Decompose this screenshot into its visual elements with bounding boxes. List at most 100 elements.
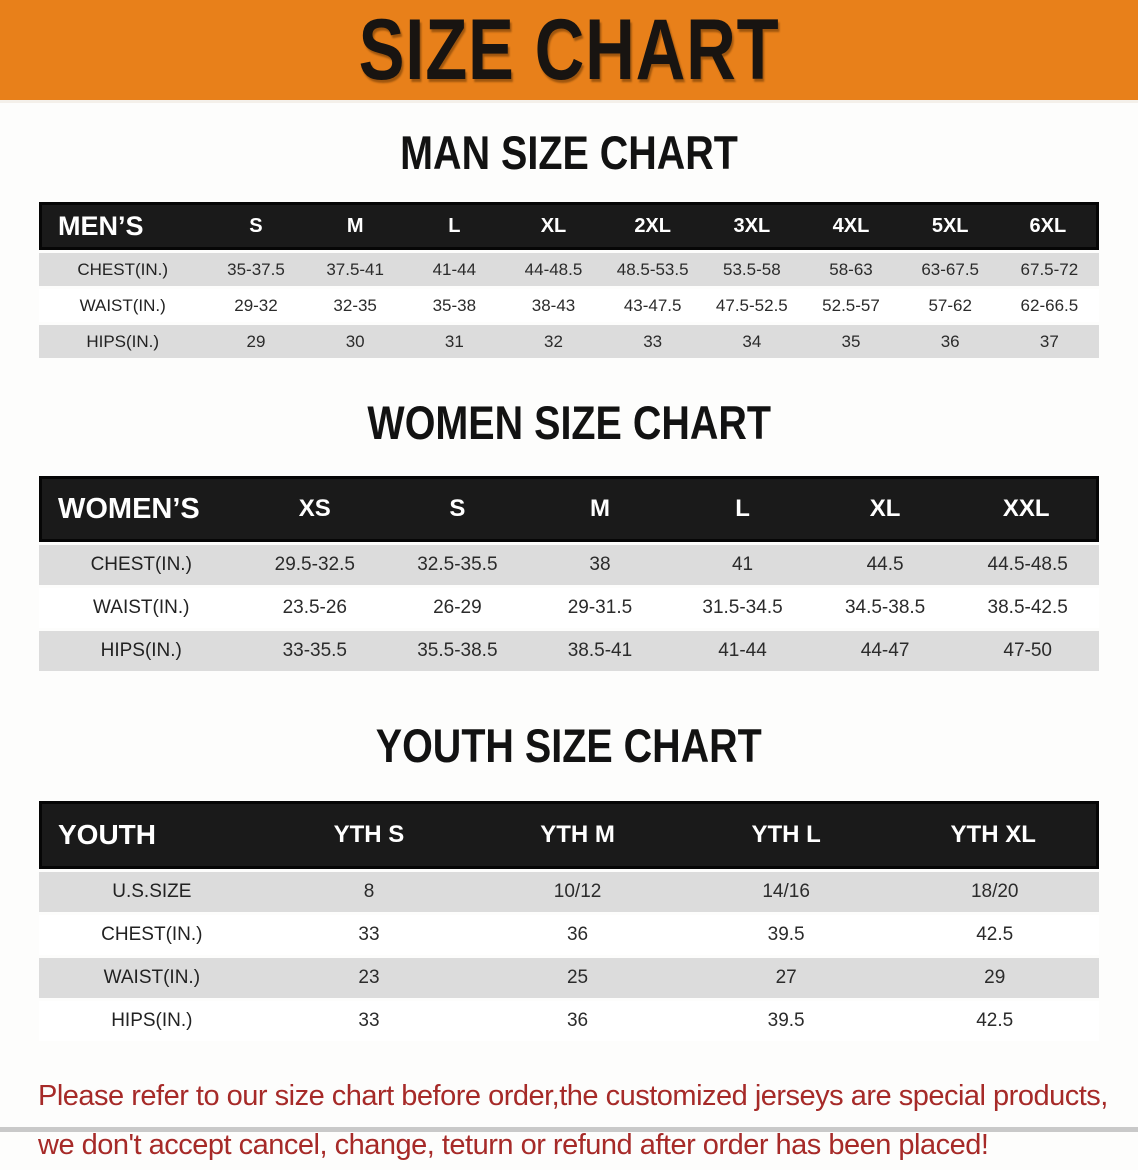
row-label: U.S.SIZE (39, 872, 265, 912)
size-column-header: 3XL (702, 202, 802, 250)
size-cell: 32.5-35.5 (386, 545, 529, 585)
size-cell: 38-43 (503, 289, 604, 322)
size-cell: 52.5-57 (801, 289, 901, 322)
size-cell: 34.5-38.5 (813, 588, 957, 628)
size-table: MEN’S S M L XL 2XL 3XL 4XL 5XL 6XL CHEST(IN.) 35-37… (39, 199, 1099, 361)
size-cell: 36 (473, 915, 682, 955)
size-column-header: M (305, 202, 405, 250)
size-cell: 39.5 (681, 1001, 891, 1041)
size-cell: 35.5-38.5 (386, 631, 529, 671)
size-cell: 48.5-53.5 (603, 253, 703, 286)
row-label: CHEST(IN.) (39, 545, 244, 585)
size-cell: 29-31.5 (528, 588, 672, 628)
size-cell: 35-37.5 (206, 253, 306, 286)
size-table-header-row: YOUTH YTH S YTH M YTH L YTH XL (39, 801, 1099, 869)
size-cell: 38.5-41 (528, 631, 672, 671)
size-table-row: WAIST(IN.) 23.5-26 26-29 29-31.5 31.5-34.5 34… (39, 588, 1099, 628)
row-label: CHEST(IN.) (39, 915, 265, 955)
size-cell: 47.5-52.5 (702, 289, 802, 322)
size-cell: 44-48.5 (503, 253, 604, 286)
size-cell: 32-35 (305, 289, 405, 322)
size-column-header: L (404, 202, 504, 250)
size-cell: 29-32 (206, 289, 306, 322)
table-corner-label: WOMEN’S (39, 476, 244, 542)
table-corner-label: YOUTH (39, 801, 265, 869)
size-cell: 44.5-48.5 (956, 545, 1099, 585)
section-heading-text: YOUTH SIZE CHART (375, 719, 763, 772)
size-cell: 33 (264, 1001, 474, 1041)
size-cell: 23.5-26 (243, 588, 387, 628)
size-cell: 29 (890, 958, 1099, 998)
disclaimer: Please refer to our size chart before or… (38, 1072, 1118, 1170)
size-table-row: U.S.SIZE 8 10/12 14/16 18/20 (39, 872, 1099, 912)
size-cell: 41 (671, 545, 814, 585)
size-column-header: YTH L (681, 801, 891, 869)
size-table-row: CHEST(IN.) 29.5-32.5 32.5-35.5 38 41 44.5 44.5… (39, 545, 1099, 585)
size-table-row: CHEST(IN.) 33 36 39.5 42.5 (39, 915, 1099, 955)
size-cell: 8 (264, 872, 474, 912)
size-table-header-row: MEN’S S M L XL 2XL 3XL 4XL 5XL 6XL (39, 202, 1099, 250)
row-label: HIPS(IN.) (39, 1001, 265, 1041)
table-corner-label: MEN’S (39, 202, 207, 250)
size-cell: 44.5 (813, 545, 957, 585)
size-column-header: YTH S (264, 801, 474, 869)
size-cell: 26-29 (386, 588, 529, 628)
size-column-header: XL (813, 476, 957, 542)
size-column-header: XS (243, 476, 387, 542)
size-section: MAN SIZE CHART MEN’S S M L XL 2XL 3XL 4XL 5XL 6XL C… (0, 127, 1138, 361)
size-cell: 37.5-41 (305, 253, 405, 286)
section-heading-text: WOMEN SIZE CHART (367, 396, 771, 449)
row-label: CHEST(IN.) (39, 253, 207, 286)
size-cell: 47-50 (956, 631, 1099, 671)
row-label: HIPS(IN.) (39, 325, 207, 358)
size-column-header: 6XL (999, 202, 1099, 250)
size-column-header: 5XL (900, 202, 1000, 250)
size-section: WOMEN SIZE CHART WOMEN’S XS S M L XL XXL CHEST(I… (0, 397, 1138, 674)
size-cell: 67.5-72 (999, 253, 1099, 286)
size-cell: 58-63 (801, 253, 901, 286)
size-cell: 31.5-34.5 (671, 588, 814, 628)
size-cell: 30 (305, 325, 405, 358)
section-heading: MAN SIZE CHART (0, 127, 1138, 179)
size-cell: 25 (473, 958, 682, 998)
size-column-header: 2XL (603, 202, 703, 250)
size-cell: 23 (264, 958, 474, 998)
size-table-row: HIPS(IN.) 33-35.5 35.5-38.5 38.5-41 41-44 44-… (39, 631, 1099, 671)
size-cell: 42.5 (890, 915, 1099, 955)
size-cell: 37 (999, 325, 1099, 358)
size-table: YOUTH YTH S YTH M YTH L YTH XL U.S.SIZE 8 10/12… (39, 798, 1099, 1044)
size-column-header: YTH XL (890, 801, 1099, 869)
size-column-header: YTH M (473, 801, 682, 869)
size-column-header: L (671, 476, 814, 542)
size-cell: 41-44 (671, 631, 814, 671)
size-table-row: WAIST(IN.) 23 25 27 29 (39, 958, 1099, 998)
size-cell: 10/12 (473, 872, 682, 912)
size-cell: 38.5-42.5 (956, 588, 1099, 628)
size-cell: 43-47.5 (603, 289, 703, 322)
size-chart-banner: SIZE CHART (0, 0, 1138, 103)
size-cell: 62-66.5 (999, 289, 1099, 322)
size-cell: 29.5-32.5 (243, 545, 387, 585)
size-table-row: HIPS(IN.) 33 36 39.5 42.5 (39, 1001, 1099, 1041)
size-cell: 32 (503, 325, 604, 358)
size-table-row: HIPS(IN.) 29 30 31 32 33 34 35 36 37 (39, 325, 1099, 358)
size-cell: 53.5-58 (702, 253, 802, 286)
row-label: WAIST(IN.) (39, 588, 244, 628)
size-cell: 29 (206, 325, 306, 358)
size-table-header-row: WOMEN’S XS S M L XL XXL (39, 476, 1099, 542)
size-section: YOUTH SIZE CHART YOUTH YTH S YTH M YTH L YTH … (0, 720, 1138, 1044)
size-cell: 36 (900, 325, 1000, 358)
size-table: WOMEN’S XS S M L XL XXL CHEST(IN.) 29.5-32.5 32.5… (39, 473, 1099, 674)
row-label: WAIST(IN.) (39, 958, 265, 998)
size-table-row: CHEST(IN.) 35-37.5 37.5-41 41-44 44-48.5 48.5… (39, 253, 1099, 286)
row-label: WAIST(IN.) (39, 289, 207, 322)
size-cell: 33 (264, 915, 474, 955)
size-column-header: M (528, 476, 672, 542)
size-cell: 38 (528, 545, 672, 585)
size-cell: 44-47 (813, 631, 957, 671)
size-column-header: XXL (956, 476, 1099, 542)
section-heading: YOUTH SIZE CHART (0, 720, 1138, 772)
size-cell: 27 (681, 958, 891, 998)
size-column-header: S (206, 202, 306, 250)
size-cell: 33-35.5 (243, 631, 387, 671)
